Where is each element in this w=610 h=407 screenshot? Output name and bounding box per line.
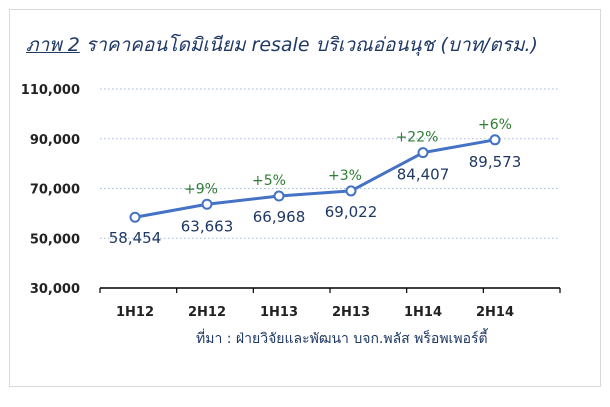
x-tick-label: 2H13 — [332, 305, 370, 320]
change-label: +9% — [184, 181, 218, 197]
y-tick-label: 50,000 — [30, 232, 80, 247]
data-label: 89,573 — [469, 153, 522, 171]
source-note: ที่มา : ฝ่ายวิจัยและพัฒนา บจก.พลัส พร็อพ… — [196, 331, 488, 347]
x-tick-label: 1H12 — [116, 305, 154, 320]
x-tick-label: 2H14 — [476, 305, 514, 320]
x-tick-label: 2H12 — [188, 305, 226, 320]
change-label: +3% — [328, 168, 362, 184]
change-label: +5% — [252, 173, 286, 189]
data-point — [345, 185, 357, 197]
y-tick-label: 90,000 — [30, 133, 80, 148]
y-tick-label: 30,000 — [30, 282, 80, 297]
chart-title: ภาพ 2 ราคาคอนโดมิเนียม resale บริเวณอ่อน… — [26, 30, 538, 60]
data-label: 84,407 — [397, 166, 450, 184]
y-tick-label: 110,000 — [21, 83, 80, 98]
series-line — [134, 138, 496, 219]
data-point — [273, 190, 285, 202]
x-tick-label: 1H14 — [404, 305, 442, 320]
data-label: 58,454 — [109, 229, 162, 247]
data-point — [129, 211, 141, 223]
y-tick-label: 70,000 — [30, 183, 80, 198]
title-main: ราคาคอนโดมิเนียม resale บริเวณอ่อนนุช (บ… — [85, 34, 538, 56]
data-point — [201, 198, 213, 210]
chart-frame — [9, 9, 601, 387]
change-label: +22% — [396, 130, 439, 146]
data-point — [417, 147, 429, 159]
data-point — [489, 134, 501, 146]
x-tick-label: 1H13 — [260, 305, 298, 320]
data-label: 63,663 — [181, 217, 234, 235]
title-prefix: ภาพ 2 — [26, 34, 80, 56]
data-label: 66,968 — [253, 208, 306, 226]
data-label: 69,022 — [325, 203, 378, 221]
change-label: +6% — [478, 117, 512, 133]
